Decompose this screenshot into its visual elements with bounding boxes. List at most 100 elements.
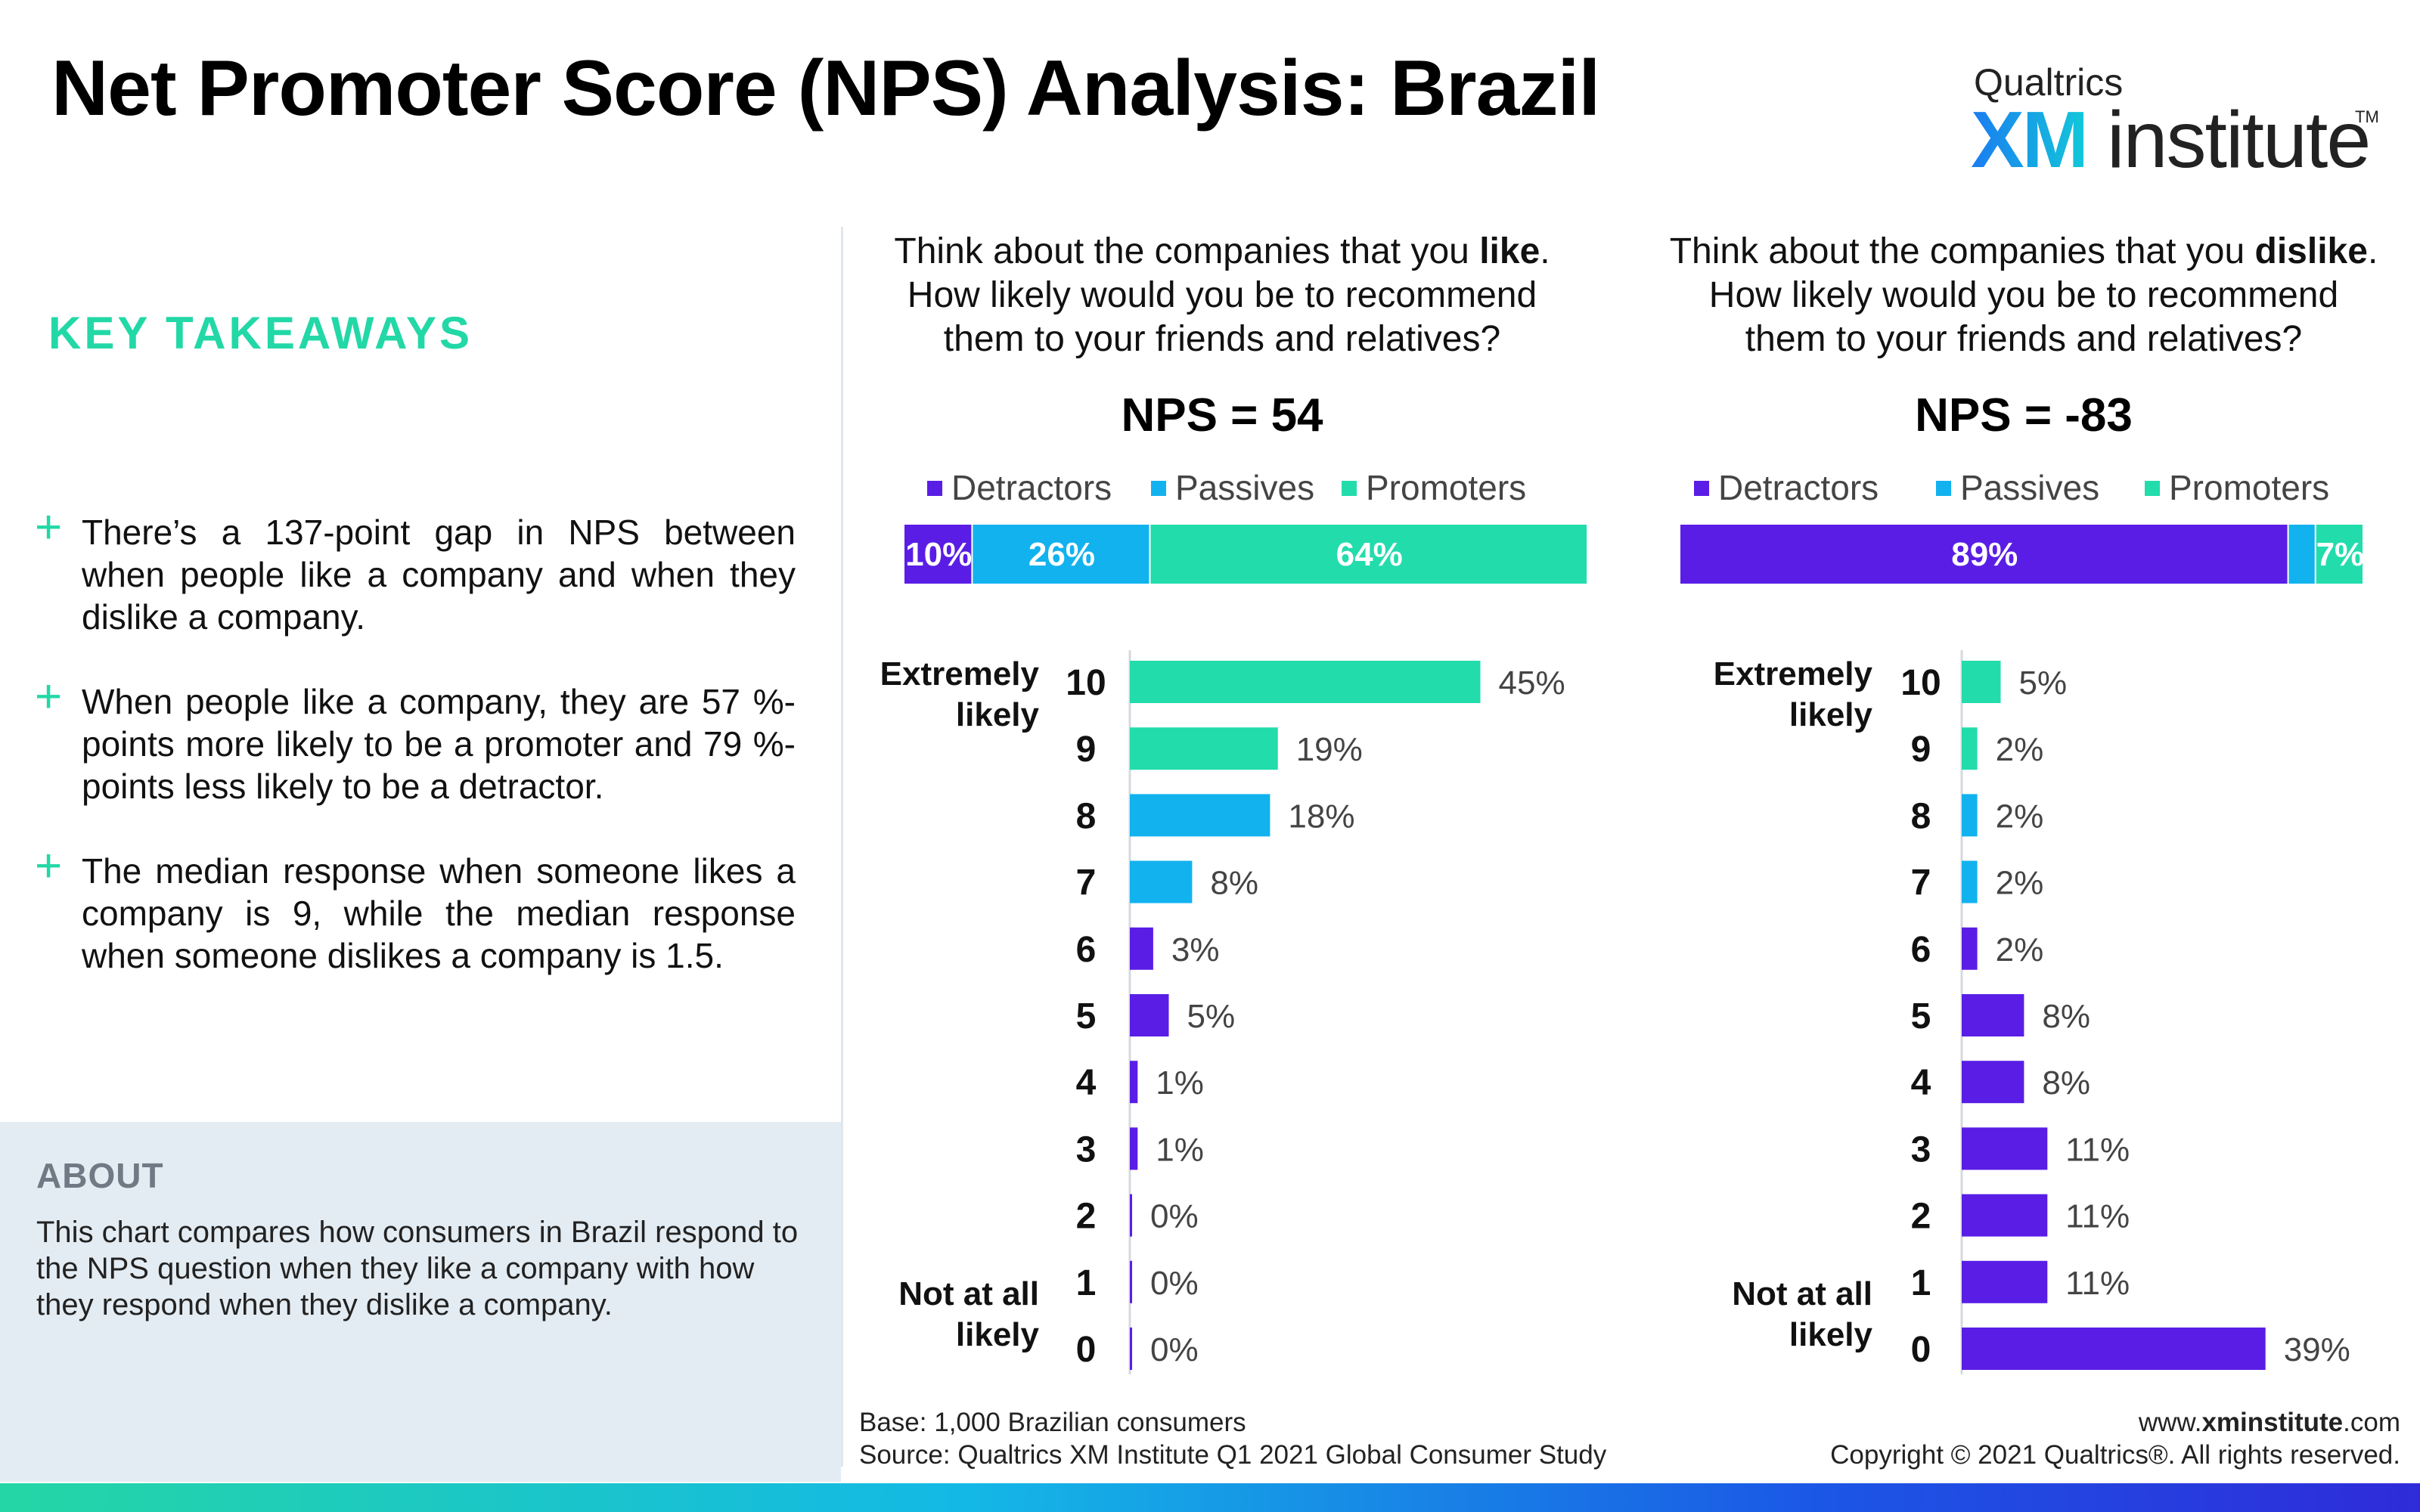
scale-bottom-label: Not at all <box>1732 1275 1872 1312</box>
question-text: them to your friends and relatives? <box>1745 319 2302 359</box>
score-bar <box>1130 1127 1138 1170</box>
score-bar <box>1962 860 1978 903</box>
plus-icon: + <box>35 501 63 553</box>
stacked-segment-passives <box>2288 525 2315 584</box>
about-panel: ABOUT This chart compares how consumers … <box>0 1122 841 1482</box>
legend-label: Detractors <box>951 468 1112 507</box>
key-takeaways-heading: KEY TAKEAWAYS <box>48 308 473 358</box>
scale-top-label: likely <box>956 696 1040 733</box>
bar-value-label: 11% <box>2065 1265 2130 1302</box>
bar-value-label: 5% <box>1187 998 1236 1035</box>
score-tick-label: 3 <box>1076 1129 1097 1170</box>
scale-top-label: likely <box>1789 696 1873 733</box>
legend-swatch <box>927 481 942 496</box>
question-text: Think about the companies that you <box>1670 231 2255 271</box>
question-text: Think about the companies that you <box>894 231 1479 271</box>
takeaway-item: + When people like a company, they are 5… <box>35 674 796 807</box>
bar-value-label: 8% <box>2042 1064 2090 1101</box>
scale-top-label: Extremely <box>880 655 1040 692</box>
score-tick-label: 1 <box>1076 1263 1097 1303</box>
stacked-segment-promoters <box>2316 525 2363 584</box>
key-takeaways-list: + There’s a 137-point gap in NPS between… <box>35 504 796 1019</box>
stacked-value-label: 89% <box>1951 536 2018 573</box>
question-line: How likely would you be to recommend <box>1709 275 2338 315</box>
stacked-value-label: 7% <box>2316 536 2365 573</box>
question-text: How likely would you be to recommend <box>908 275 1537 315</box>
stacked-segment-passives <box>973 525 1150 584</box>
scale-bottom-label: likely <box>956 1316 1040 1353</box>
bar-value-label: 5% <box>2019 665 2068 702</box>
score-tick-label: 5 <box>1911 996 1931 1036</box>
question-line: them to your friends and relatives? <box>944 319 1500 359</box>
score-bar <box>1130 794 1270 837</box>
score-bar <box>1130 1194 1132 1237</box>
score-tick-label: 5 <box>1076 996 1097 1036</box>
legend-swatch <box>1694 481 1709 496</box>
question-line: How likely would you be to recommend <box>908 275 1537 315</box>
website-link[interactable]: www.xminstitute.com <box>2138 1408 2400 1437</box>
bar-value-label: 0% <box>1150 1198 1199 1235</box>
logo-xm-text: XM <box>1971 95 2089 184</box>
base-note: Base: 1,000 Brazilian consumers <box>859 1408 1246 1437</box>
score-bar <box>1962 927 1978 970</box>
score-tick-label: 9 <box>1076 730 1097 770</box>
score-bar <box>1130 1328 1132 1370</box>
stacked-value-label: 64% <box>1336 536 1403 573</box>
score-tick-label: 10 <box>1066 663 1106 703</box>
score-tick-label: 7 <box>1911 863 1931 903</box>
stacked-segment-detractors <box>1680 525 2288 584</box>
question-keyword: dislike <box>2255 231 2368 271</box>
bar-value-label: 11% <box>2065 1131 2130 1168</box>
score-tick-label: 6 <box>1076 930 1097 970</box>
score-bar <box>1130 1260 1132 1303</box>
score-bar <box>1962 994 2024 1036</box>
legend-swatch <box>2145 481 2160 496</box>
score-tick-label: 8 <box>1076 796 1097 836</box>
score-bar <box>1130 860 1193 903</box>
legend-swatch <box>1936 481 1951 496</box>
qualtrics-xm-institute-logo: Qualtrics XM institute TM <box>1971 60 2379 189</box>
plus-icon: + <box>35 840 63 892</box>
takeaway-item: + There’s a 137-point gap in NPS between… <box>35 504 796 638</box>
stacked-value-label: 26% <box>1028 536 1095 573</box>
page-title: Net Promoter Score (NPS) Analysis: Brazi… <box>51 45 1600 132</box>
score-bar <box>1130 661 1481 703</box>
legend-label: Detractors <box>1718 468 1879 507</box>
stacked-segment-promoters <box>1150 525 1587 584</box>
legend-label: Passives <box>1175 468 1314 507</box>
copyright-text: Copyright © 2021 Qualtrics®. All rights … <box>1830 1440 2400 1470</box>
score-tick-label: 6 <box>1911 930 1931 970</box>
column-divider <box>841 227 843 1467</box>
score-tick-label: 9 <box>1911 730 1931 770</box>
score-tick-label: 0 <box>1076 1330 1097 1370</box>
score-bar <box>1962 661 2001 703</box>
bar-value-label: 0% <box>1150 1331 1199 1368</box>
score-tick-label: 7 <box>1076 863 1097 903</box>
stacked-value-label: 10% <box>905 536 972 573</box>
scale-bottom-label: likely <box>1789 1316 1873 1353</box>
stacked-segment-detractors <box>904 525 972 584</box>
bar-value-label: 2% <box>1996 865 2044 902</box>
score-bar <box>1130 994 1169 1036</box>
score-bar <box>1962 794 1978 837</box>
bar-value-label: 1% <box>1156 1131 1204 1168</box>
score-tick-label: 4 <box>1911 1063 1931 1103</box>
question-text: them to your friends and relatives? <box>944 319 1500 359</box>
logo-qualtrics-text: Qualtrics <box>1974 61 2124 104</box>
bar-value-label: 2% <box>1996 798 2044 835</box>
question-text: How likely would you be to recommend <box>1709 275 2338 315</box>
score-tick-label: 4 <box>1076 1063 1097 1103</box>
question-text: . <box>2368 231 2378 271</box>
score-tick-label: 8 <box>1911 796 1931 836</box>
bar-value-label: 18% <box>1288 798 1354 835</box>
score-bar <box>1962 1194 2048 1237</box>
score-bar <box>1962 1328 2266 1370</box>
score-bar <box>1962 727 1978 770</box>
takeaway-text: The median response when someone likes a… <box>82 851 796 975</box>
nps-score: NPS = 54 <box>1121 389 1323 442</box>
score-bar <box>1962 1061 2024 1104</box>
bar-value-label: 8% <box>2042 998 2090 1035</box>
score-tick-label: 10 <box>1900 663 1941 703</box>
bar-value-label: 2% <box>1996 931 2044 968</box>
